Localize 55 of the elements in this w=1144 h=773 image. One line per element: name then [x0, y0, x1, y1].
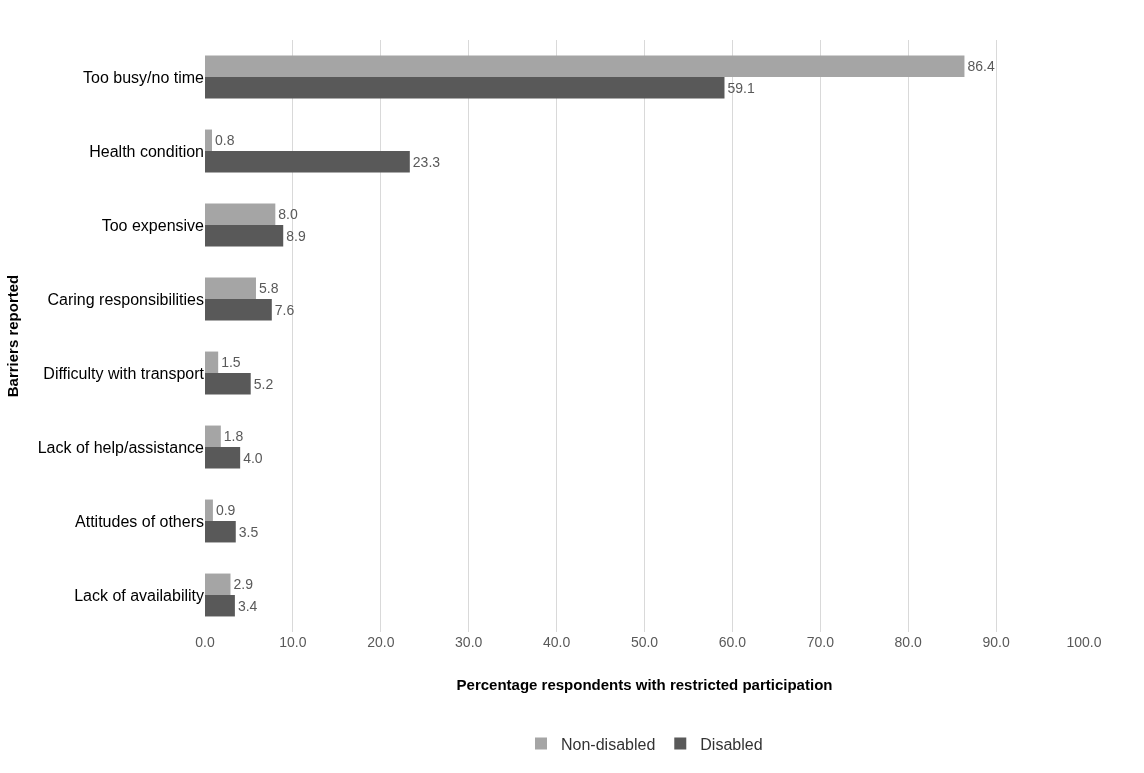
data-label: 8.9 — [286, 227, 306, 244]
legend-label: Disabled — [700, 735, 763, 753]
y-tick-label: Difficulty with transport — [43, 364, 205, 382]
data-label: 4.0 — [243, 449, 263, 466]
data-label: 3.5 — [238, 523, 259, 540]
x-axis-title: Percentage respondents with restricted participation — [456, 676, 833, 693]
y-tick-label: Lack of availability — [74, 586, 204, 604]
y-axis-title: Barriers reported — [3, 274, 21, 398]
data-label: 2.9 — [233, 576, 254, 593]
bar — [205, 77, 725, 99]
bar — [205, 499, 213, 521]
bar — [205, 203, 276, 225]
data-label: 0.8 — [215, 132, 235, 149]
x-tick-label: 100.0 — [1066, 634, 1102, 650]
data-label: 86.4 — [967, 58, 995, 75]
bar — [205, 55, 965, 77]
bar — [205, 351, 219, 373]
bar — [205, 129, 213, 151]
x-tick-label: 0.0 — [195, 634, 215, 650]
x-tick-label: 90.0 — [982, 634, 1010, 650]
bar — [205, 447, 241, 469]
y-tick-label: Attitudes of others — [75, 512, 204, 530]
bar — [205, 425, 221, 447]
x-tick-label: 80.0 — [894, 634, 923, 650]
data-label: 7.6 — [274, 301, 295, 318]
x-tick-label: 20.0 — [367, 634, 395, 650]
y-tick-label: Too busy/no time — [83, 68, 205, 86]
x-tick-label: 50.0 — [630, 634, 659, 650]
x-tick-label: 30.0 — [455, 634, 483, 650]
data-label: 3.4 — [237, 597, 258, 614]
y-tick-label: Caring responsibilities — [47, 290, 204, 308]
bar — [205, 521, 236, 543]
data-label: 1.5 — [221, 354, 241, 371]
bar — [205, 151, 410, 173]
x-tick-label: 60.0 — [718, 634, 747, 650]
data-label: 1.8 — [223, 428, 244, 445]
y-tick-label: Lack of help/assistance — [37, 438, 205, 456]
y-tick-label: Health condition — [89, 142, 204, 160]
bar — [205, 595, 235, 617]
data-label: 8.0 — [278, 206, 298, 223]
x-tick-label: 40.0 — [542, 634, 571, 650]
bar — [205, 573, 231, 595]
data-label: 5.8 — [258, 280, 279, 297]
x-tick-label: 70.0 — [806, 634, 835, 650]
legend-label: Non-disabled — [561, 735, 656, 753]
bar — [205, 373, 251, 395]
x-tick-label: 10.0 — [279, 634, 307, 650]
bar — [205, 299, 272, 321]
bar — [205, 277, 256, 299]
y-tick-label: Too expensive — [101, 216, 205, 234]
data-label: 59.1 — [727, 79, 755, 96]
bar — [205, 225, 284, 247]
data-label: 23.3 — [412, 153, 441, 170]
data-label: 5.2 — [253, 375, 274, 392]
data-label: 0.9 — [215, 502, 236, 519]
